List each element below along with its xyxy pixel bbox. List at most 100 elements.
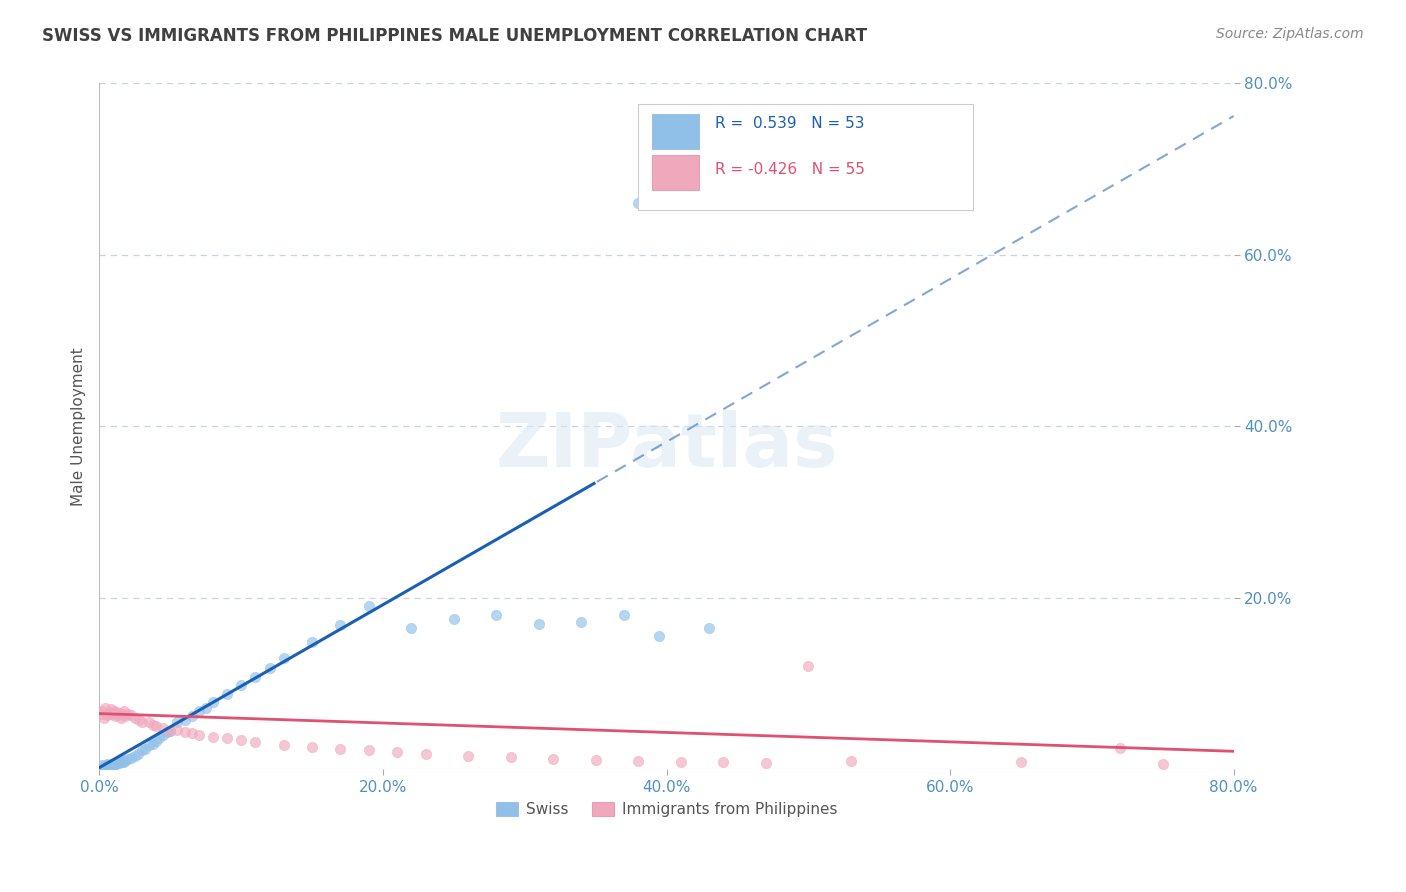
Point [145,719,167,733]
Point [117,752,139,766]
Point [627,196,650,211]
Legend: Swiss, Immigrants from Philippines: Swiss, Immigrants from Philippines [489,796,844,823]
Point [124,749,146,764]
Point [128,713,150,727]
Point [245,670,267,684]
Point [110,754,132,768]
Point [273,651,295,665]
Point [91,758,114,772]
Point [755,756,778,771]
Point [94,700,117,714]
Point [194,700,217,714]
Point [187,728,209,742]
Point [91,704,114,718]
Point [541,752,564,766]
Point [108,756,131,771]
Point [152,728,174,742]
Point [259,661,281,675]
Point [98,707,121,722]
Point [100,760,122,774]
Point [112,756,135,770]
Point [108,706,131,720]
Point [648,629,671,643]
Point [499,750,522,764]
Point [93,760,115,774]
Point [1152,757,1174,772]
Text: Source: ZipAtlas.com: Source: ZipAtlas.com [1216,27,1364,41]
Point [104,756,127,771]
Point [134,741,156,756]
Point [231,733,253,747]
Point [103,704,125,718]
Point [114,709,136,723]
Point [90,706,112,721]
Point [127,747,149,761]
Point [711,756,734,770]
Point [357,599,380,614]
Point [97,706,120,720]
Point [180,726,202,740]
Point [94,759,117,773]
Point [148,731,170,746]
Point [100,702,122,716]
Text: SWISS VS IMMIGRANTS FROM PHILIPPINES MALE UNEMPLOYMENT CORRELATION CHART: SWISS VS IMMIGRANTS FROM PHILIPPINES MAL… [42,27,868,45]
Point [96,708,118,723]
Y-axis label: Male Unemployment: Male Unemployment [72,347,86,506]
Point [96,757,118,772]
Point [120,751,142,765]
Point [114,753,136,767]
Point [97,758,120,772]
Point [301,635,323,649]
Point [457,748,479,763]
Point [415,747,437,761]
Point [173,724,195,739]
Point [131,743,153,757]
Point [156,725,179,739]
Point [201,695,224,709]
Point [101,706,124,721]
Point [110,711,132,725]
Text: ZIPatlas: ZIPatlas [495,410,838,483]
Point [111,707,134,722]
Point [103,758,125,772]
Point [329,618,352,632]
Point [627,754,650,768]
Point [131,715,153,730]
Text: R = -0.426   N = 55: R = -0.426 N = 55 [716,161,865,177]
Point [142,737,165,751]
Point [797,659,820,673]
Point [527,616,550,631]
Point [215,687,238,701]
FancyBboxPatch shape [652,114,699,149]
Point [485,607,508,622]
Point [301,739,323,754]
Point [159,723,181,738]
Point [839,754,862,768]
Point [111,755,134,769]
Point [142,717,165,731]
Point [101,757,124,772]
Point [357,743,380,757]
FancyBboxPatch shape [652,155,699,190]
Point [105,757,128,772]
Point [180,709,202,723]
Point [107,708,129,723]
Point [215,731,238,746]
Point [145,734,167,748]
Point [273,739,295,753]
Point [152,721,174,735]
Text: R =  0.539   N = 53: R = 0.539 N = 53 [716,116,865,131]
Point [105,705,128,719]
Point [93,711,115,725]
Point [1010,756,1032,770]
Point [1109,740,1132,755]
Bar [638,104,973,211]
Point [187,704,209,718]
Point [697,621,720,635]
Point [112,704,135,718]
Point [245,735,267,749]
Point [138,739,160,753]
Point [98,759,121,773]
Point [173,713,195,727]
Point [138,715,160,730]
